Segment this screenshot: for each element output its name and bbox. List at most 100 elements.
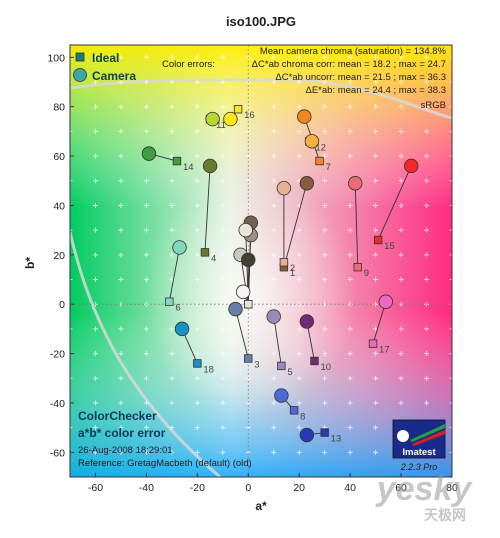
- patch-label: 7: [326, 162, 331, 173]
- grid-mark: [398, 79, 404, 85]
- grid-mark: [70, 79, 73, 85]
- camera-point: [276, 180, 292, 196]
- y-tick-label: -60: [50, 447, 65, 459]
- y-tick-label: 40: [53, 200, 65, 212]
- grid-mark: [143, 449, 149, 455]
- grid-mark: [322, 400, 328, 406]
- grid-mark: [169, 153, 175, 159]
- grid-mark: [322, 277, 328, 283]
- camera-point: [228, 301, 243, 317]
- stat-color-errors-label: Color errors:: [162, 59, 215, 70]
- grid-mark: [220, 425, 226, 431]
- y-tick-label: 0: [59, 299, 65, 311]
- grid-mark: [118, 326, 124, 332]
- grid-mark: [347, 153, 353, 159]
- grid-mark: [92, 375, 98, 381]
- camera-point: [172, 240, 187, 255]
- grid-mark: [271, 54, 277, 60]
- ideal-point: [165, 297, 174, 306]
- patch-label: 2: [290, 263, 295, 274]
- grid-mark: [194, 351, 200, 357]
- grid-mark: [296, 326, 302, 332]
- grid-mark: [194, 449, 200, 455]
- y-tick-label: 80: [53, 102, 65, 114]
- ideal-point: [289, 406, 299, 415]
- grid-mark: [92, 104, 98, 110]
- ideal-point: [373, 235, 383, 245]
- watermark: yesky 天极网: [375, 470, 474, 523]
- grid-mark: [398, 375, 404, 381]
- grid-mark: [449, 178, 452, 184]
- camera-point: [378, 294, 393, 309]
- grid-mark: [92, 202, 98, 208]
- legend-ideal-marker: [75, 52, 85, 62]
- imatest-logo-name: Imatest: [402, 447, 436, 458]
- grid-mark: [143, 326, 149, 332]
- grid-mark: [322, 54, 328, 60]
- grid-mark: [271, 400, 277, 406]
- grid-mark: [194, 79, 200, 85]
- grid-mark: [143, 227, 149, 233]
- grid-mark: [347, 104, 353, 110]
- grid-mark: [220, 351, 226, 357]
- grid-mark: [118, 449, 124, 455]
- y-tick-label: -20: [50, 349, 65, 361]
- info-block: ColorChecker a*b* color error 26-Aug-200…: [78, 409, 252, 469]
- ideal-point: [244, 354, 253, 363]
- error-vector: [354, 183, 359, 268]
- patch-label: 13: [331, 434, 342, 445]
- grid-mark: [118, 128, 124, 134]
- grid-mark: [194, 128, 200, 134]
- legend-camera-label: Camera: [92, 69, 136, 83]
- grid-mark: [271, 202, 277, 208]
- camera-point: [241, 252, 256, 267]
- ideal-point: [244, 299, 253, 309]
- grid-mark: [220, 252, 226, 258]
- grid-mark: [169, 326, 175, 332]
- ideal-point: [193, 359, 202, 368]
- grid-mark: [118, 202, 124, 208]
- grid-mark: [347, 326, 353, 332]
- grid-mark: [449, 326, 452, 332]
- patch-label: 18: [203, 364, 214, 375]
- legend: Ideal Camera: [73, 51, 136, 83]
- x-tick-label: -60: [88, 482, 103, 494]
- y-tick-label: 20: [53, 250, 65, 262]
- grid-mark: [70, 375, 73, 381]
- grid-mark: [424, 326, 430, 332]
- grid-mark: [373, 277, 379, 283]
- grid-mark: [296, 400, 302, 406]
- x-tick-label: 20: [293, 482, 305, 494]
- grid-mark: [271, 351, 277, 357]
- camera-point: [297, 109, 312, 124]
- grid-mark: [271, 425, 277, 431]
- patch-label: 17: [379, 345, 390, 356]
- error-vector: [168, 247, 180, 302]
- grid-mark: [194, 252, 200, 258]
- grid-mark: [424, 79, 430, 85]
- grid-mark: [92, 326, 98, 332]
- grid-mark: [118, 351, 124, 357]
- grid-mark: [271, 128, 277, 134]
- grid-mark: [169, 202, 175, 208]
- grid-mark: [347, 54, 353, 60]
- grid-mark: [220, 178, 226, 184]
- grid-mark: [169, 425, 175, 431]
- grid-mark: [194, 277, 200, 283]
- ideal-point: [310, 356, 319, 366]
- grid-mark: [373, 128, 379, 134]
- grid-mark: [143, 400, 149, 406]
- grid-mark: [449, 104, 452, 110]
- grid-mark: [296, 128, 302, 134]
- grid-mark: [271, 79, 277, 85]
- grid-mark: [424, 153, 430, 159]
- grid-mark: [424, 54, 430, 60]
- grid-mark: [347, 202, 353, 208]
- grid-mark: [398, 153, 404, 159]
- grid-mark: [143, 425, 149, 431]
- grid-mark: [271, 375, 277, 381]
- grid-mark: [322, 79, 328, 85]
